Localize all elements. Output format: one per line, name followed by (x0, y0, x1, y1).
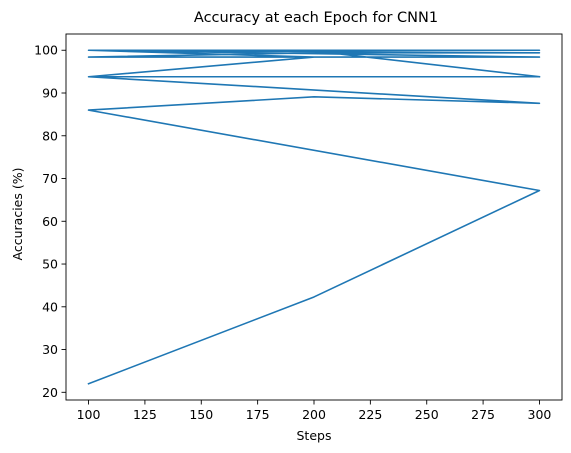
plot-area (65, 33, 563, 401)
y-tick-label: 90 (42, 86, 58, 101)
x-tick-label: 175 (246, 407, 270, 422)
x-tick-label: 250 (415, 407, 439, 422)
y-tick-label: 100 (34, 43, 58, 58)
x-tick-label: 100 (77, 407, 101, 422)
x-tick-label: 200 (302, 407, 326, 422)
x-tick-label: 300 (528, 407, 552, 422)
x-tick-label: 275 (471, 407, 495, 422)
y-tick-label: 40 (42, 299, 58, 314)
y-axis-label: Accuracies (%) (10, 168, 25, 261)
y-axis: 20 30 40 50 60 70 80 90 100 (34, 43, 66, 400)
y-tick-label: 50 (42, 257, 58, 272)
x-tick-label: 225 (358, 407, 382, 422)
y-tick-label: 70 (42, 171, 58, 186)
x-axis: 100 125 150 175 200 225 250 275 300 (77, 400, 552, 422)
x-tick-label: 150 (189, 407, 213, 422)
x-axis-label: Steps (297, 428, 332, 443)
y-tick-label: 30 (42, 342, 58, 357)
chart-title: Accuracy at each Epoch for CNN1 (194, 10, 438, 26)
series-line-1 (87, 49, 541, 385)
x-tick-label: 125 (133, 407, 157, 422)
plot-frame (65, 33, 563, 401)
y-tick-label: 60 (42, 214, 58, 229)
y-tick-label: 80 (42, 128, 58, 143)
y-tick-label: 20 (42, 385, 58, 400)
